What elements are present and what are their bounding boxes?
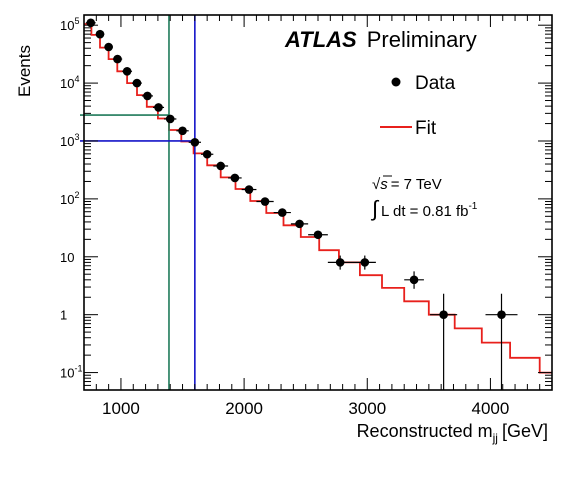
y-tick-base: 10 bbox=[60, 192, 74, 207]
data-point-marker bbox=[409, 275, 419, 285]
x-axis-label-sub: jj bbox=[492, 431, 498, 445]
data-point bbox=[290, 219, 309, 229]
y-tick-label: 103 bbox=[60, 132, 79, 149]
data-point bbox=[213, 161, 229, 171]
y-tick-base: 10 bbox=[60, 76, 74, 91]
data-point bbox=[132, 78, 142, 88]
y-tick-base: 10 bbox=[60, 18, 74, 33]
y-tick-exp: 5 bbox=[74, 16, 79, 26]
data-point-marker bbox=[439, 310, 448, 319]
legend-data-marker bbox=[391, 77, 401, 87]
y-tick-label: 105 bbox=[60, 16, 79, 33]
atlas-label: ATLAS Preliminary bbox=[284, 27, 477, 52]
y-tick-label: 10-1 bbox=[60, 364, 82, 381]
data-point-marker bbox=[313, 230, 323, 240]
atlas-status: Preliminary bbox=[367, 27, 477, 52]
fit-histogram bbox=[84, 23, 552, 374]
data-point bbox=[164, 114, 177, 124]
legend-fit-label: Fit bbox=[415, 118, 437, 139]
data-point-marker bbox=[132, 78, 142, 88]
legend-data-label: Data bbox=[415, 73, 456, 94]
x-axis-label-main: Reconstructed m bbox=[357, 421, 493, 441]
data-point-marker bbox=[95, 29, 105, 39]
data-point bbox=[430, 293, 458, 390]
data-point bbox=[104, 42, 113, 52]
data-point bbox=[201, 149, 214, 159]
data-point bbox=[256, 197, 274, 206]
y-axis-label: Events bbox=[15, 45, 34, 97]
data-point-marker bbox=[165, 114, 175, 124]
y-tick-label: 10 bbox=[60, 250, 74, 265]
y-tick-label: 102 bbox=[60, 190, 79, 207]
legend: Data Fit bbox=[380, 73, 456, 139]
energy-value: = 7 TeV bbox=[391, 176, 442, 193]
sqrt-symbol: √ bbox=[372, 176, 381, 193]
y-tick-exp: 2 bbox=[74, 190, 79, 200]
reference-lines bbox=[80, 15, 196, 390]
x-axis-label-unit: [GeV] bbox=[502, 421, 548, 441]
lumi-label: ∫ L dt = 0.81 fb-1 bbox=[370, 196, 478, 221]
data-point-marker bbox=[104, 42, 113, 52]
data-point bbox=[141, 91, 153, 101]
integral-symbol: ∫ bbox=[370, 196, 380, 221]
data-point-marker bbox=[113, 54, 122, 64]
data-point bbox=[273, 208, 291, 217]
data-point-marker bbox=[295, 219, 304, 229]
data-point bbox=[85, 18, 96, 28]
x-tick-label: 3000 bbox=[348, 399, 386, 418]
data-point bbox=[176, 126, 189, 136]
data-point-marker bbox=[335, 258, 345, 267]
data-point-marker bbox=[154, 103, 163, 112]
atlas-brand: ATLAS bbox=[284, 27, 357, 52]
data-point-marker bbox=[260, 197, 270, 206]
data-point-marker bbox=[216, 161, 226, 171]
y-tick-exp: -1 bbox=[74, 364, 82, 374]
y-tick-base: 10 bbox=[60, 366, 74, 381]
data-points bbox=[85, 18, 518, 390]
data-point-marker bbox=[277, 208, 287, 217]
data-point bbox=[352, 255, 376, 270]
data-point-marker bbox=[178, 126, 187, 136]
data-point-marker bbox=[143, 91, 152, 101]
y-tick-exp: 4 bbox=[74, 74, 79, 84]
data-point-marker bbox=[230, 173, 240, 183]
data-point bbox=[152, 103, 165, 112]
data-point bbox=[404, 271, 424, 289]
sqrt-s-var: s bbox=[380, 176, 388, 193]
data-point-marker bbox=[202, 149, 212, 159]
y-tick-label: 104 bbox=[60, 74, 79, 91]
x-axis-label: Reconstructed mjj [GeV] bbox=[357, 421, 548, 445]
y-tick-base: 10 bbox=[60, 250, 74, 265]
data-point-marker bbox=[360, 258, 370, 267]
data-point-marker bbox=[86, 18, 96, 28]
run-info: √s = 7 TeV ∫ L dt = 0.81 fb-1 bbox=[370, 175, 478, 221]
y-tick-label: 1 bbox=[60, 308, 67, 323]
data-point-marker bbox=[244, 185, 254, 194]
lumi-exp: -1 bbox=[468, 201, 477, 212]
data-point bbox=[308, 230, 328, 240]
data-point bbox=[188, 137, 201, 147]
x-tick-label: 1000 bbox=[102, 399, 140, 418]
data-point-marker bbox=[122, 66, 132, 76]
sqrt-s-label: √s = 7 TeV bbox=[372, 176, 442, 193]
y-tick-base: 1 bbox=[60, 308, 67, 323]
data-point bbox=[122, 66, 133, 76]
data-point bbox=[112, 54, 123, 64]
data-point bbox=[327, 255, 353, 270]
x-tick-label: 2000 bbox=[225, 399, 263, 418]
y-tick-base: 10 bbox=[60, 134, 74, 149]
data-point-marker bbox=[190, 137, 200, 147]
data-point bbox=[485, 293, 518, 390]
data-point-marker bbox=[497, 310, 506, 319]
lumi-value: L dt = 0.81 fb bbox=[381, 203, 468, 220]
y-tick-exp: 3 bbox=[74, 132, 79, 142]
data-point bbox=[95, 29, 105, 39]
data-point bbox=[228, 173, 242, 183]
data-point bbox=[241, 185, 257, 194]
fit-step-line bbox=[84, 23, 552, 374]
x-tick-label: 4000 bbox=[472, 399, 510, 418]
